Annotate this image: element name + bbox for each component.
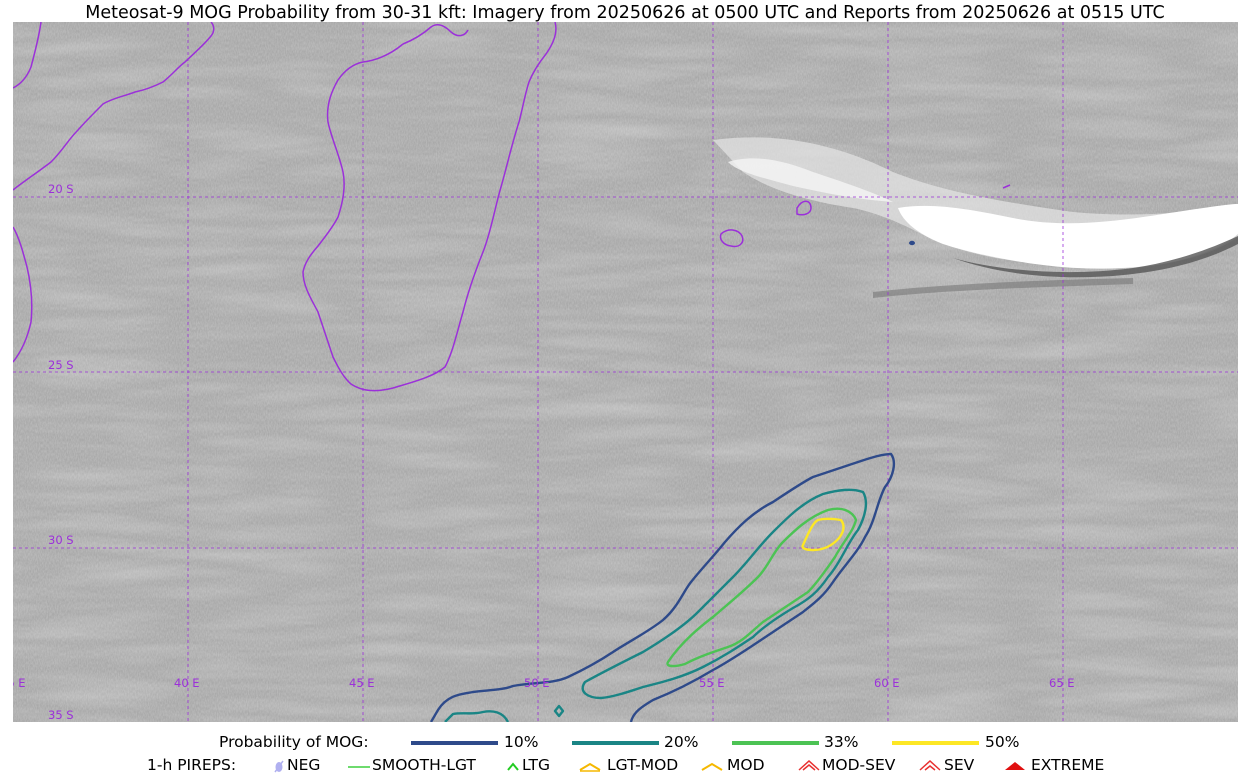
level-50-label: 50% <box>985 733 1020 751</box>
lat-label-20s: 20 S <box>48 182 74 196</box>
lon-label-55e: 55 E <box>699 676 725 690</box>
lon-label-40e: 40 E <box>174 676 200 690</box>
mod-label: MOD <box>727 756 765 774</box>
lgt-mod-icon <box>579 762 601 772</box>
contour-33pct <box>666 507 858 668</box>
mod-sev-icon <box>798 759 820 771</box>
neg-label: NEG <box>287 756 321 774</box>
lon-label-65e: 65 E <box>1049 676 1075 690</box>
contour-10pct <box>429 452 896 722</box>
contour-20pct-small <box>553 704 565 718</box>
coastlines <box>13 22 1011 392</box>
level-20-swatch <box>572 741 659 745</box>
lgt-mod-label: LGT-MOD <box>607 756 679 774</box>
smooth-lgt-line-icon <box>348 766 370 768</box>
level-20-label: 20% <box>664 733 699 751</box>
extreme-icon <box>1005 762 1025 770</box>
pirep-legend-label: 1-h PIREPS: <box>147 756 237 774</box>
mauritius-island <box>796 200 812 216</box>
mod-sev-label: MOD-SEV <box>822 756 896 774</box>
ltg-caret-icon <box>507 762 519 771</box>
reunion-island <box>719 229 744 248</box>
lat-label-35s: 35 S <box>48 708 74 722</box>
lon-label-45e: 45 E <box>349 676 375 690</box>
level-33-swatch <box>732 741 819 745</box>
cloud-band <box>713 137 1238 298</box>
rodrigues-island <box>1002 184 1011 189</box>
map-title: Meteosat-9 MOG Probability from 30-31 kf… <box>85 3 1165 23</box>
sev-icon <box>919 759 941 771</box>
lon-label-60e: 60 E <box>874 676 900 690</box>
pirep-legend: 1-h PIREPS: NEG SMOOTH-LGT LTG LGT-MOD M… <box>0 756 1250 778</box>
level-33-label: 33% <box>824 733 859 751</box>
lat-label-30s: 30 S <box>48 533 74 547</box>
lon-label-35e: 35 E <box>13 676 26 690</box>
madagascar <box>302 22 557 392</box>
probability-legend-label: Probability of MOG: <box>219 733 369 751</box>
probability-legend: Probability of MOG: 10% 20% 33% 50% <box>0 733 1250 755</box>
africa-coast <box>13 22 215 191</box>
level-10-swatch <box>411 741 498 745</box>
smooth-lgt-label: SMOOTH-LGT <box>372 756 476 774</box>
mozambique-coast <box>13 226 33 363</box>
sev-label: SEV <box>944 756 975 774</box>
contour-20pct <box>444 488 868 722</box>
ltg-label: LTG <box>522 756 550 774</box>
level-10-label: 10% <box>504 733 539 751</box>
satellite-map[interactable]: 35 E 40 E 45 E 50 E 55 E 60 E 65 E 20 S … <box>13 22 1238 722</box>
lon-label-50e: 50 E <box>524 676 550 690</box>
lat-label-25s: 25 S <box>48 358 74 372</box>
contour-50pct <box>801 517 845 552</box>
africa-coast-north <box>13 22 42 89</box>
extreme-label: EXTREME <box>1031 756 1105 774</box>
contour-10pct-speck <box>909 240 915 246</box>
graticule <box>13 22 1238 722</box>
mod-icon <box>701 762 723 771</box>
neg-icon <box>274 760 284 773</box>
mog-contours <box>429 452 896 722</box>
level-50-swatch <box>892 741 979 745</box>
